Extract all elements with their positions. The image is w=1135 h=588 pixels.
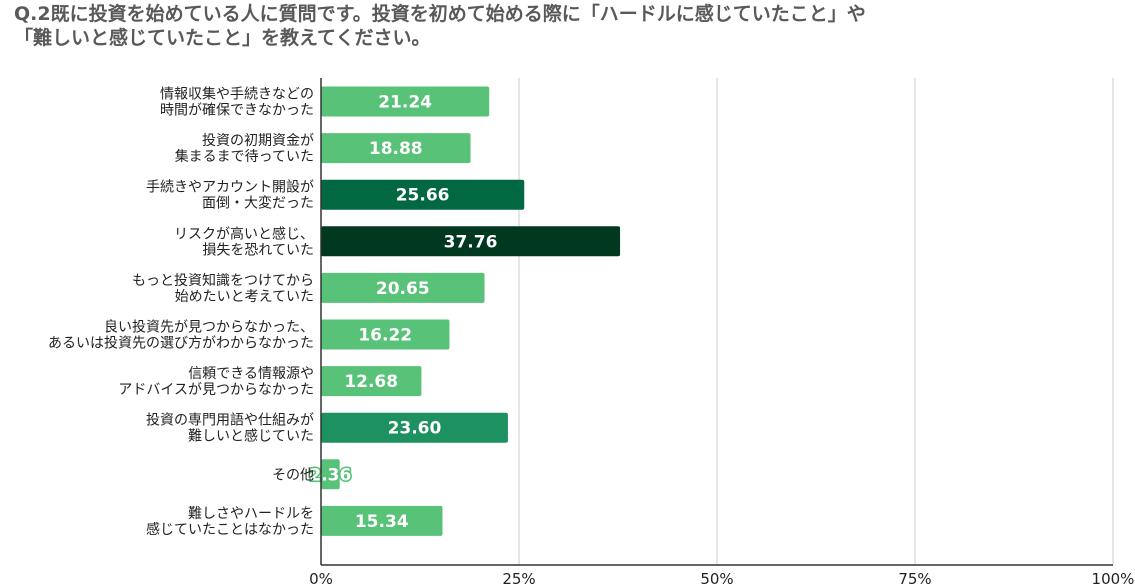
bar: [321, 86, 490, 117]
category-label: 投資の専門用語や仕組みが: [146, 413, 314, 429]
bar-value-label: 21.24: [378, 93, 432, 113]
bar: [321, 505, 443, 536]
bar-value-label: 23.60: [388, 419, 442, 439]
bar: [321, 226, 621, 257]
chart-title-line-1: Q.2既に投資を始めている人に質問です。投資を初めて始める際に「ハードルに感じて…: [14, 3, 866, 25]
category-label: 投資の初期資金が: [202, 132, 314, 149]
category-label: 始めたいと考えていた: [175, 289, 314, 305]
bar-value-label: 15.34: [355, 512, 409, 532]
category-label: 時間が確保できなかった: [160, 103, 314, 119]
bar-value-label: 20.65: [376, 279, 430, 299]
bar: [321, 366, 422, 397]
bar: [321, 459, 340, 490]
category-label: 良い投資先が見つからなかった、: [104, 320, 314, 336]
x-tick-label: 25%: [502, 570, 535, 588]
category-label: 情報収集や手続きなどの: [160, 86, 314, 103]
bar-value-label: 18.88: [369, 139, 423, 159]
bar: [321, 133, 471, 164]
chart-title: Q.2既に投資を始めている人に質問です。投資を初めて始める際に「ハードルに感じて…: [14, 2, 1124, 50]
category-label: 信頼できる情報源や: [188, 366, 314, 382]
category-label: 面倒・大変だった: [202, 195, 314, 212]
bar: [321, 319, 450, 350]
chart-title-line-2: 「難しいと感じていたこと」を教えてください。: [14, 27, 431, 49]
bar-value-label: 2.36: [309, 465, 351, 485]
x-tick-label: 75%: [898, 570, 931, 588]
x-tick-label: 100%: [1092, 570, 1135, 588]
bar-value-label: 12.68: [344, 372, 398, 392]
bar: [321, 412, 508, 443]
category-label: もっと投資知識をつけてから: [132, 272, 314, 289]
x-tick-label: 0%: [309, 570, 333, 588]
bar-value-label: 25.66: [396, 186, 450, 206]
category-label: アドバイスが見つからなかった: [118, 382, 314, 398]
category-label: 感じていたことはなかった: [146, 521, 314, 538]
category-label: あるいは投資先の選び方がわからなかった: [48, 336, 314, 352]
category-label: 難しいと感じていた: [188, 428, 314, 445]
category-label: 集まるまで待っていた: [175, 148, 314, 165]
category-label: 難しさやハードルを: [188, 506, 314, 522]
category-label: 手続きやアカウント開設が: [146, 179, 314, 196]
bar: [321, 272, 485, 303]
bar-value-label: 37.76: [444, 232, 498, 252]
category-label: リスクが高いと感じ、: [174, 225, 314, 242]
category-label: 損失を恐れていた: [202, 242, 314, 258]
x-tick-label: 50%: [700, 570, 733, 588]
bar-value-label: 16.22: [358, 326, 412, 346]
category-label: その他: [272, 467, 314, 483]
bar: [321, 179, 525, 210]
